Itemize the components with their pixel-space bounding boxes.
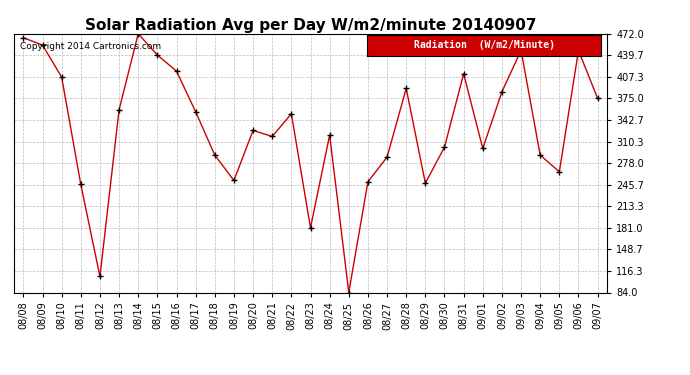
- Title: Solar Radiation Avg per Day W/m2/minute 20140907: Solar Radiation Avg per Day W/m2/minute …: [85, 18, 536, 33]
- Text: Copyright 2014 Cartronics.com: Copyright 2014 Cartronics.com: [20, 42, 161, 51]
